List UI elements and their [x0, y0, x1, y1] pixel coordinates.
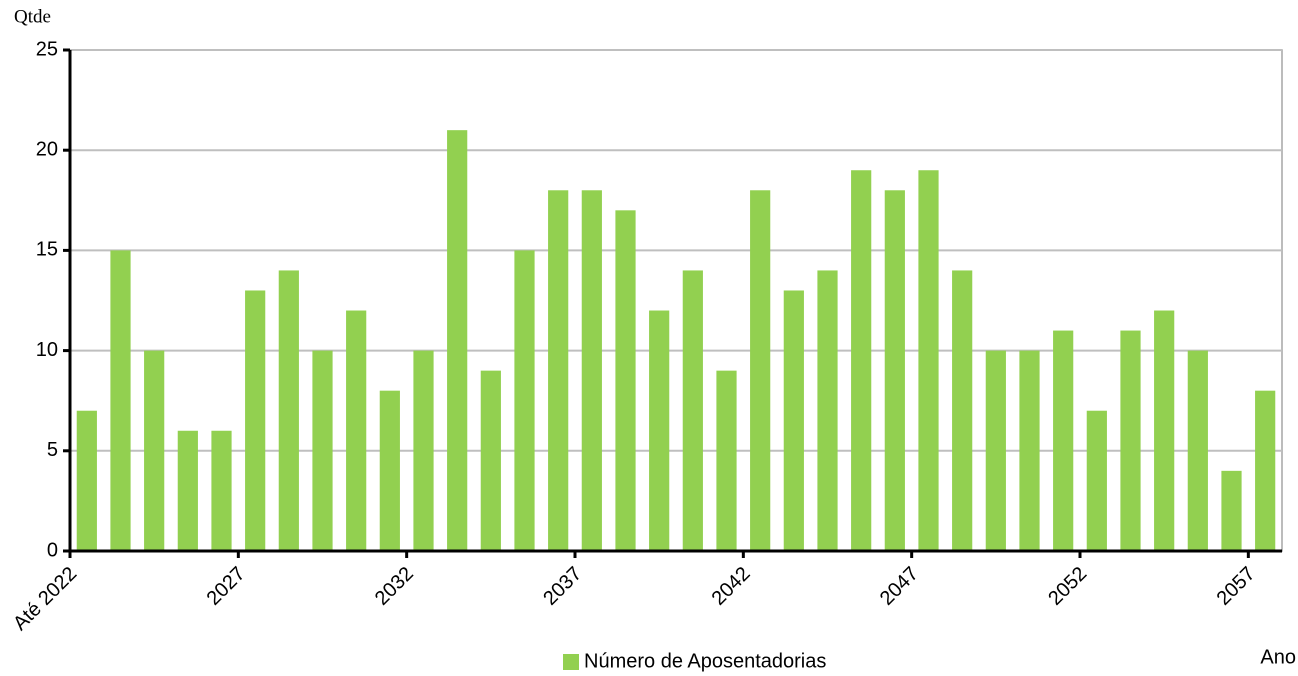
bar	[649, 310, 670, 551]
bar	[346, 310, 367, 551]
bar	[177, 430, 198, 551]
bar	[447, 130, 468, 551]
x-tick-label: 2037	[539, 563, 586, 610]
bar	[211, 430, 232, 551]
bar	[1120, 330, 1141, 551]
bar	[379, 390, 400, 551]
bar	[278, 270, 299, 551]
bar	[985, 350, 1006, 551]
bar	[245, 290, 266, 551]
bar	[514, 250, 535, 551]
bar	[1255, 390, 1276, 551]
y-tick-label: 5	[47, 439, 58, 461]
y-axis-label: Qtde	[14, 6, 51, 27]
bar	[480, 370, 501, 551]
bar	[682, 270, 703, 551]
x-tick-label: 2032	[371, 563, 418, 610]
bar	[413, 350, 434, 551]
bar	[817, 270, 838, 551]
bar	[918, 170, 939, 552]
bar	[952, 270, 973, 551]
bar	[851, 170, 872, 552]
y-tick-label: 20	[36, 138, 58, 160]
y-tick-label: 0	[47, 539, 58, 561]
bar	[1053, 330, 1074, 551]
x-tick-label: 2052	[1044, 563, 1091, 610]
x-axis-label: Ano	[1260, 646, 1296, 668]
x-tick-label: 2047	[876, 563, 923, 610]
bar	[615, 210, 636, 551]
x-tick-label: Até 2022	[9, 563, 81, 635]
bar	[884, 190, 905, 551]
y-tick-label: 25	[36, 38, 58, 60]
bar	[110, 250, 131, 551]
x-tick-label: 2027	[203, 563, 250, 610]
bar	[1019, 350, 1040, 551]
bar	[783, 290, 804, 551]
legend-label: Número de Aposentadorias	[584, 650, 826, 672]
bar	[76, 410, 97, 551]
y-tick-label: 10	[36, 339, 58, 361]
x-tick-label: 2057	[1213, 563, 1260, 610]
bar	[1221, 470, 1242, 551]
bar	[581, 190, 602, 551]
bar	[1086, 410, 1107, 551]
bar	[716, 370, 737, 551]
legend-swatch	[563, 654, 579, 670]
y-tick-label: 15	[36, 239, 58, 261]
bar	[1154, 310, 1175, 551]
x-tick-label: 2042	[708, 563, 755, 610]
bar	[750, 190, 771, 551]
bar	[1187, 350, 1208, 551]
bar	[312, 350, 333, 551]
bar	[548, 190, 569, 551]
bar	[144, 350, 165, 551]
